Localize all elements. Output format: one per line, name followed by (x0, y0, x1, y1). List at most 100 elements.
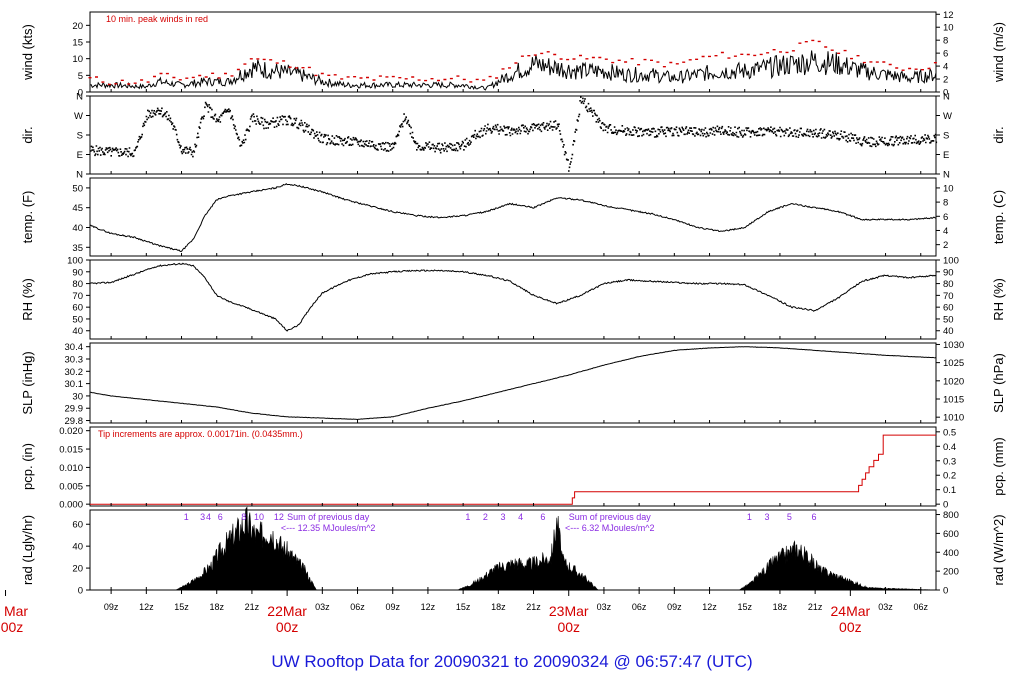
rad-ytick-label: 40 (72, 542, 83, 553)
rh-ytick-label: 40 (72, 326, 83, 337)
time-axis-tick-label: 03z (315, 602, 330, 612)
time-axis-tick-label: 15z (174, 602, 189, 612)
rad-rtick-label: 800 (943, 510, 959, 521)
wind-rtick-label: 0 (943, 88, 948, 99)
rh-ytick-label: 70 (72, 291, 83, 302)
rh-rtick-label: 60 (943, 303, 954, 314)
dir-ytick-label: N (76, 92, 83, 103)
rh-rtick-label: 50 (943, 314, 954, 325)
time-axis-tick-label: 21z (526, 602, 541, 612)
day-axis-label-time: 00z (1, 619, 24, 635)
pcp-rtick-label: 0.1 (943, 485, 956, 496)
temp-rtick-label: 2 (943, 240, 948, 251)
wind-rtick-label: 6 (943, 49, 948, 60)
pcp-ytick-label: 0.005 (59, 481, 83, 492)
wind-peak-marks (88, 39, 937, 86)
pcp-frame (89, 426, 937, 507)
rad-hour-mark: 3 (501, 512, 506, 522)
time-axis-tick-label: 09z (104, 602, 119, 612)
day-axis-label-date: Mar (4, 603, 28, 619)
time-axis-tick-label: 15z (737, 602, 752, 612)
dir-rtick-label: S (943, 131, 949, 142)
wind-ylabel-right: wind (m/s) (991, 22, 1006, 83)
time-axis-tick-label: 03z (597, 602, 612, 612)
rad-rtick-label: 600 (943, 529, 959, 540)
temp-series-line (89, 182, 937, 253)
rh-rtick-label: 70 (943, 291, 954, 302)
wind-annotation: 10 min. peak winds in red (106, 14, 208, 24)
wind-ytick-label: 10 (72, 54, 83, 65)
pcp-rtick-label: 0.4 (943, 442, 956, 453)
temp-ytick-label: 45 (72, 203, 83, 214)
rad-sum-note: Sum of previous day (287, 512, 370, 522)
temp-ylabel: temp. (F) (20, 191, 35, 244)
rad-hour-mark: 6 (811, 512, 816, 522)
pcp-rtick-label: 0.5 (943, 427, 956, 438)
rh-rtick-label: 80 (943, 279, 954, 290)
dir-series-points (90, 96, 938, 172)
slp-ytick-label: 29.8 (65, 416, 84, 427)
time-axis-tick-label: 09z (667, 602, 682, 612)
pcp-ytick-label: 0.015 (59, 445, 83, 456)
pcp-rtick-label: 0.3 (943, 456, 956, 467)
pcp-ytick-label: 0.010 (59, 463, 83, 474)
temp-rtick-label: 10 (943, 183, 954, 194)
time-axis-tick-label: 09z (385, 602, 400, 612)
time-axis-tick-label: 06z (913, 602, 928, 612)
time-axis-tick-label: 06z (632, 602, 647, 612)
rad-hour-mark: 2 (483, 512, 488, 522)
time-axis-tick-label: 21z (245, 602, 260, 612)
slp-rtick-label: 1030 (943, 340, 964, 351)
wind-rtick-label: 10 (943, 23, 954, 34)
rad-hour-mark: 6 (218, 512, 223, 522)
rad-hour-mark: 8 (241, 512, 246, 522)
rad-hour-mark: 4 (206, 512, 211, 522)
slp-rtick-label: 1015 (943, 395, 964, 406)
pcp-ylabel: pcp. (in) (20, 443, 35, 490)
dir-ytick-label: N (76, 170, 83, 181)
pcp-ylabel-right: pcp. (mm) (991, 437, 1006, 496)
rad-series-area (90, 506, 936, 591)
wind-rtick-label: 2 (943, 75, 948, 86)
wind-rtick-label: 4 (943, 62, 948, 73)
rh-ytick-label: 90 (72, 267, 83, 278)
time-axis-tick-label: 18z (491, 602, 506, 612)
slp-ylabel: SLP (inHg) (20, 351, 35, 414)
rad-sum-note: Sum of previous day (569, 512, 652, 522)
rad-hour-mark: 10 (254, 512, 264, 522)
temp-ytick-label: 40 (72, 223, 83, 234)
pcp-annotation: Tip increments are approx. 0.00171in. (0… (98, 429, 303, 439)
day-axis-label-date: 24Mar (831, 603, 871, 619)
dir-frame (89, 95, 937, 175)
dir-ytick-label: W (74, 111, 83, 122)
day-axis-label-time: 00z (276, 619, 299, 635)
rh-ytick-label: 80 (72, 279, 83, 290)
temp-ylabel-right: temp. (C) (991, 190, 1006, 244)
dir-rtick-label: W (943, 111, 952, 122)
chart-title: UW Rooftop Data for 20090321 to 20090324… (271, 652, 753, 671)
rh-frame (89, 259, 937, 340)
pcp-series-line (90, 434, 936, 505)
slp-frame (89, 342, 937, 424)
slp-ytick-label: 30.1 (65, 379, 84, 390)
rh-ylabel-right: RH (%) (991, 278, 1006, 321)
rad-hour-mark: 5 (787, 512, 792, 522)
pcp-ytick-label: 0.000 (59, 500, 83, 511)
pcp-ytick-label: 0.020 (59, 426, 83, 437)
slp-rtick-label: 1010 (943, 413, 964, 424)
rad-hour-mark: 6 (540, 512, 545, 522)
rad-rtick-label: 400 (943, 548, 959, 559)
day-axis-label-time: 00z (557, 619, 580, 635)
temp-ytick-label: 50 (72, 183, 83, 194)
pcp-rtick-label: 0.2 (943, 471, 956, 482)
dir-ytick-label: S (77, 131, 83, 142)
wind-ytick-label: 15 (72, 38, 83, 49)
day-axis-label-date: 22Mar (267, 603, 307, 619)
time-axis-tick-label: 12z (139, 602, 154, 612)
wind-rtick-label: 12 (943, 10, 954, 21)
temp-frame (89, 177, 937, 257)
rad-hour-mark: 3 (200, 512, 205, 522)
slp-ylabel-right: SLP (hPa) (991, 353, 1006, 413)
temp-rtick-label: 8 (943, 198, 948, 209)
